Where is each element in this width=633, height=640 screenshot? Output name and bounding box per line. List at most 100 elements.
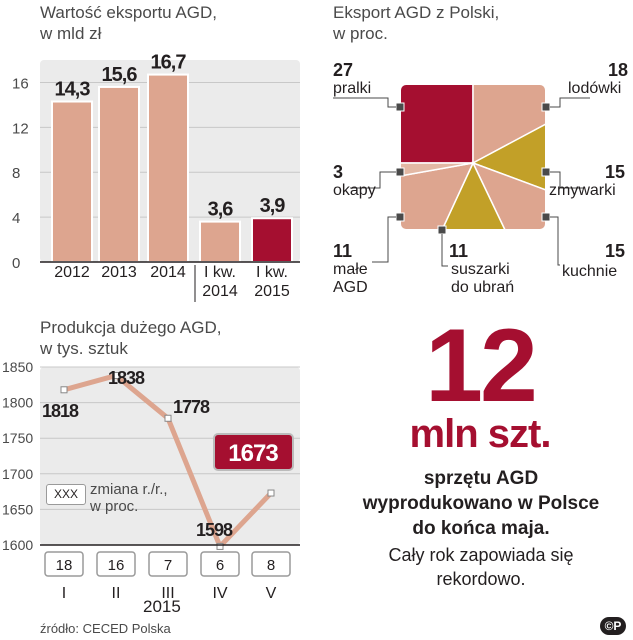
- line-category-label: II: [112, 585, 121, 602]
- bar-value-label: 15,6: [102, 64, 138, 86]
- bar: [147, 73, 189, 264]
- legend-box: XXX: [46, 484, 86, 505]
- line-yoy-box: [251, 551, 291, 577]
- bar-value-label: 3,9: [260, 195, 286, 217]
- line-chart-title-line2: w tys. sztuk: [40, 339, 128, 358]
- pie-square: [333, 83, 590, 267]
- pie-leader-line: [550, 97, 590, 108]
- bar-category-label: 2014: [150, 264, 186, 281]
- line-category-label: V: [266, 585, 277, 602]
- pie-value-pralki: 27: [333, 60, 354, 80]
- highlight-line3: do końca maja.: [412, 518, 550, 539]
- line-xlabel: 2015: [143, 597, 181, 616]
- bar-ytick-label: 8: [12, 165, 20, 182]
- pie-leader-line: [333, 97, 396, 108]
- line-yoy-box: [96, 551, 136, 577]
- line-yoy-box: [44, 551, 84, 577]
- pie-value-lodowki: 18: [608, 60, 629, 80]
- bar-ytick-label: 4: [12, 210, 20, 227]
- pie-chart-title-line1: Eksport AGD z Polski,: [333, 3, 500, 22]
- highlight-line2: wyprodukowano w Polsce: [362, 493, 600, 514]
- bar-chart-title: Wartość eksportu AGD, w mld zł: [40, 2, 217, 44]
- highlight-line4: Cały rok zapowiada się: [388, 545, 574, 565]
- pie-leader-line: [350, 171, 396, 189]
- pie-leader-line: [550, 171, 585, 189]
- line-point: [112, 372, 120, 380]
- pie-chart-title: Eksport AGD z Polski, w proc.: [333, 2, 499, 44]
- line-value-label: 1838: [108, 368, 145, 388]
- bar-category-label: 2013: [101, 264, 137, 281]
- legend-text-line1: zmiana r./r.,: [90, 481, 168, 498]
- line-ytick-label: 1750: [2, 430, 33, 446]
- highlight-unit: mln szt.: [409, 412, 552, 456]
- pie-value-zmywarki: 15: [605, 162, 626, 182]
- line-plot-background: [40, 367, 300, 545]
- line-point: [216, 542, 224, 550]
- line-yoy-value: 7: [164, 557, 172, 574]
- pie-leader-line: [441, 234, 448, 267]
- line-ytick-label: 1650: [2, 501, 33, 517]
- line-point: [164, 414, 172, 422]
- pie-label-male-agd: małe AGD: [333, 261, 373, 297]
- source-text: źródło: CECED Polska: [40, 621, 171, 636]
- pie-slice-lodowki: [472, 84, 546, 165]
- line-ytick-label: 1800: [2, 395, 33, 411]
- bar-category-label: I kw.: [204, 264, 236, 281]
- line-yoy-value: 6: [216, 557, 224, 574]
- pie-label-lodowki: lodówki: [568, 80, 622, 97]
- line-value-label-box: [213, 433, 294, 471]
- line-point: [267, 489, 275, 497]
- pie-label-okapy: okapy: [333, 182, 376, 199]
- bar-value-label: 14,3: [55, 79, 91, 101]
- bar: [51, 100, 93, 264]
- line-value-label: 1598: [196, 520, 233, 540]
- line-yoy-value: 18: [56, 557, 73, 574]
- bar-category-label: 2012: [54, 264, 90, 281]
- bar-ytick-label: 0: [12, 255, 20, 272]
- line-value-label: 1818: [42, 401, 79, 421]
- highlight-line1: sprzętu AGD: [423, 468, 539, 489]
- copyright-badge: ©P: [600, 617, 626, 635]
- bar-chart-title-line1: Wartość eksportu AGD,: [40, 3, 217, 22]
- pie-label-pralki: pralki: [333, 80, 372, 97]
- bar-category-label: 2015: [254, 283, 290, 300]
- bar-chart-title-line2: w mld zł: [40, 24, 102, 43]
- pie-value-suszarki: 11: [449, 241, 469, 261]
- pie-square-outline: [399, 83, 547, 231]
- pie-slice-okapy: [400, 162, 474, 177]
- bar: [199, 220, 241, 264]
- pie-value-male-agd: 11: [333, 241, 353, 261]
- line-yoy-box: [200, 551, 240, 577]
- pie-value-kuchnie: 15: [605, 241, 626, 261]
- highlight-line5: rekordowo.: [436, 569, 526, 589]
- legend-text: zmiana r./r., w proc.: [90, 481, 168, 515]
- line-ytick-label: 1700: [2, 466, 33, 482]
- line-value-label-highlight: 1673: [228, 440, 278, 467]
- bar-category-label: I kw.: [256, 264, 288, 281]
- pie-chart-title-line2: w proc.: [333, 24, 388, 43]
- bar-ytick-label: 16: [12, 75, 29, 92]
- pie-label-zmywarki: zmywarki: [549, 182, 616, 199]
- pie-label-suszarki-text: suszarki do ubrań: [451, 261, 515, 296]
- line-category-label: III: [161, 585, 174, 602]
- bar-ytick-label: 12: [12, 120, 29, 137]
- pie-label-male-agd-text: małe AGD: [333, 261, 368, 296]
- bar-value-label: 16,7: [151, 52, 187, 74]
- line-point: [60, 386, 68, 394]
- legend-text-line2: w proc.: [90, 498, 139, 515]
- line-ytick-label: 1850: [2, 359, 33, 375]
- line-yoy-value: 16: [108, 557, 125, 574]
- bar-category-label: 2014: [202, 283, 238, 300]
- line-yoy-value: 8: [267, 557, 275, 574]
- pie-label-kuchnie: kuchnie: [562, 263, 618, 280]
- line-ytick-label: 1600: [2, 537, 33, 553]
- highlight-number: 12: [425, 308, 538, 424]
- line-value-label: 1778: [173, 397, 210, 417]
- line-chart-title-line1: Produkcja dużego AGD,: [40, 318, 222, 337]
- line-category-label: IV: [212, 585, 227, 602]
- line-chart-title: Produkcja dużego AGD, w tys. sztuk: [40, 317, 221, 359]
- pie-label-suszarki: suszarki do ubrań: [451, 261, 531, 297]
